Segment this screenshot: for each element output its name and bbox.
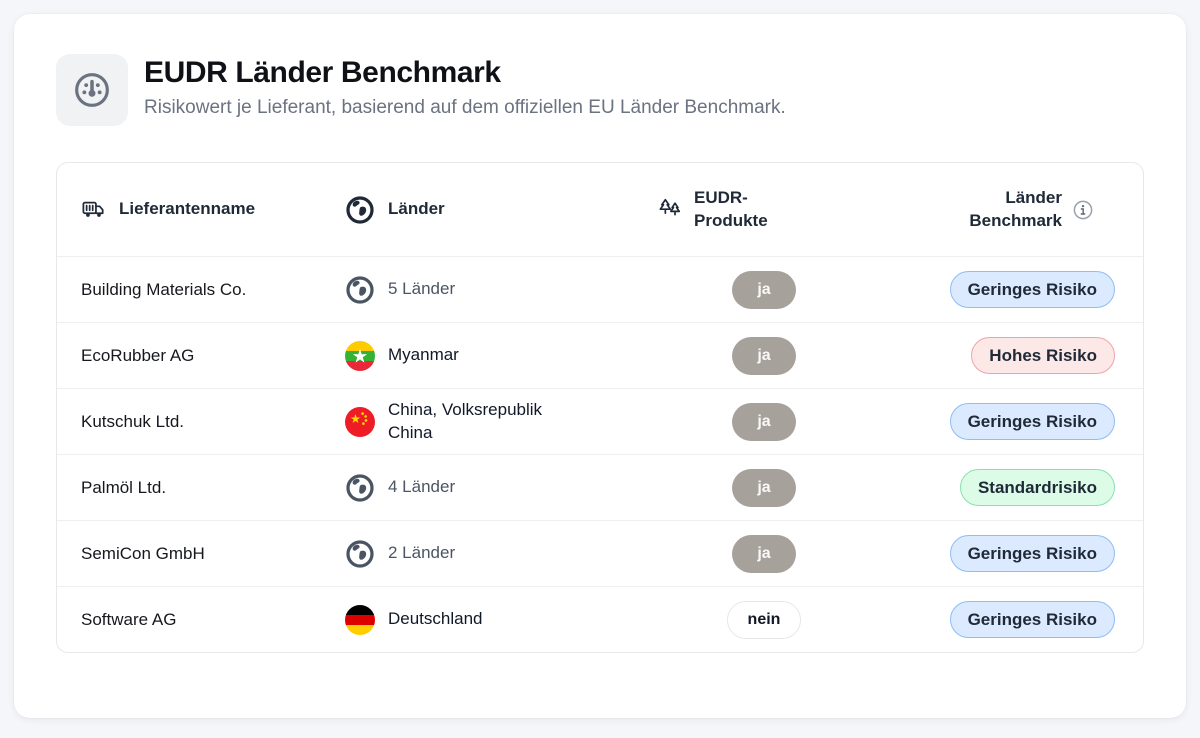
eudr-products-badge: nein xyxy=(726,600,802,639)
risk-badge: Standardrisiko xyxy=(959,469,1115,506)
supplier-name: Kutschuk Ltd. xyxy=(81,411,185,431)
china-flag-icon xyxy=(345,406,375,437)
eudr-products-badge: ja xyxy=(732,402,796,441)
trees-icon xyxy=(656,196,684,224)
benchmark-table: Lieferantenname Länder EUDR-Produ xyxy=(56,162,1144,653)
column-label-laender-benchmark: Länder Benchmark xyxy=(969,188,1062,230)
table-row: SemiCon GmbH 2 Länder ja Geringes Risiko xyxy=(57,520,1143,586)
globe-icon xyxy=(345,195,375,225)
globe-icon xyxy=(345,473,375,503)
column-label-laender: Länder xyxy=(388,199,445,219)
info-icon[interactable] xyxy=(1071,198,1095,222)
column-header-eudr-produkte: EUDR-Produkte xyxy=(631,187,897,232)
table-row: Software AG Deutschland nein Geringes Ri… xyxy=(57,586,1143,652)
supplier-name: Palmöl Ltd. xyxy=(81,477,167,497)
myanmar-flag-icon xyxy=(345,340,375,371)
gauge-icon xyxy=(56,54,128,126)
supplier-name: EcoRubber AG xyxy=(81,345,195,365)
supplier-name: SemiCon GmbH xyxy=(81,543,205,563)
eudr-products-badge: ja xyxy=(732,336,796,375)
countries-label: 5 Länder xyxy=(388,279,456,299)
supplier-name: Software AG xyxy=(81,609,177,629)
page-title: EUDR Länder Benchmark xyxy=(144,56,501,89)
eudr-products-badge: ja xyxy=(732,468,796,507)
risk-badge: Hohes Risiko xyxy=(971,337,1115,374)
countries-label: Myanmar xyxy=(388,345,459,365)
page-header: EUDR Länder Benchmark Risikowert je Lief… xyxy=(14,14,1186,126)
risk-badge: Geringes Risiko xyxy=(949,535,1115,572)
card: EUDR Länder Benchmark Risikowert je Lief… xyxy=(14,14,1186,718)
eudr-products-badge: ja xyxy=(732,534,796,573)
table-row: Building Materials Co. 5 Länder ja Gerin… xyxy=(57,256,1143,322)
globe-icon xyxy=(345,275,375,305)
eudr-products-badge: ja xyxy=(732,270,796,309)
table-row: Palmöl Ltd. 4 Länder ja Standardrisiko xyxy=(57,454,1143,520)
countries-label: 4 Länder xyxy=(388,477,456,497)
risk-badge: Geringes Risiko xyxy=(949,601,1115,638)
countries-label: 2 Länder xyxy=(388,543,456,563)
risk-badge: Geringes Risiko xyxy=(949,403,1115,440)
table-row: Kutschuk Ltd. China, Volksrepublik China… xyxy=(57,388,1143,454)
column-label-lieferantenname: Lieferantenname xyxy=(119,199,256,219)
globe-icon xyxy=(345,539,375,569)
column-header-lieferantenname: Lieferantenname xyxy=(57,197,337,223)
column-header-laender-benchmark: Länder Benchmark xyxy=(897,187,1143,232)
supplier-name: Building Materials Co. xyxy=(81,279,247,299)
page-subtitle: Risikowert je Lieferant, basierend auf d… xyxy=(144,96,786,118)
column-header-laender: Länder xyxy=(337,195,631,225)
table-row: EcoRubber AG Myanmar ja Hohes Risiko xyxy=(57,322,1143,388)
column-label-eudr-produkte: EUDR-Produkte xyxy=(694,188,768,230)
germany-flag-icon xyxy=(345,604,375,635)
truck-icon xyxy=(81,197,107,223)
countries-label: Deutschland xyxy=(388,609,483,629)
table-header-row: Lieferantenname Länder EUDR-Produ xyxy=(57,163,1143,256)
risk-badge: Geringes Risiko xyxy=(949,271,1115,308)
countries-label: China, Volksrepublik China xyxy=(388,399,543,442)
